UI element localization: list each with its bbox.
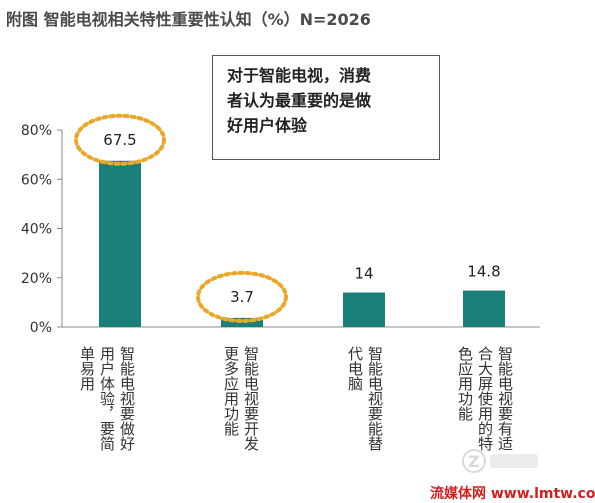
data-label: 67.5: [103, 131, 136, 149]
bar: [343, 292, 385, 327]
category-label-line: 智能电视要有适: [496, 346, 514, 451]
y-tick-label: 60%: [21, 172, 52, 188]
y-tick-label: 0%: [30, 320, 52, 336]
data-label: 14: [354, 265, 373, 283]
category-label-line: 智能电视要能替: [366, 346, 384, 451]
svg-text:Z: Z: [468, 452, 480, 471]
category-label-line: 用户体验，要简: [98, 346, 116, 451]
site-logo-watermark: Z: [462, 449, 538, 473]
category-label-line: 单易用: [78, 346, 96, 391]
highlight-ellipse: [74, 113, 166, 166]
bar: [221, 317, 263, 327]
data-label: 3.7: [230, 288, 254, 306]
category-label-line: 智能电视要开发: [242, 346, 260, 451]
bar: [463, 290, 505, 327]
category-label-apps: 智能电视要开发 更多应用功能: [222, 346, 260, 496]
chart-title: 附图 智能电视相关特性重要性认知（%）N=2026: [6, 10, 371, 29]
highlight-ellipse: [196, 270, 288, 323]
callout-line: 者认为最重要的是做: [227, 90, 372, 110]
y-tick-label: 80%: [21, 123, 52, 139]
bar: [99, 160, 141, 327]
category-label-pc: 智能电视要能替 代电脑: [346, 346, 384, 496]
data-label: 14.8: [467, 263, 500, 281]
watermark-text: 流媒体网 www.lmtw.com: [430, 486, 595, 502]
category-label-line: 更多应用功能: [222, 346, 240, 436]
callout-line: 好用户体验: [227, 115, 308, 135]
y-tick-label: 20%: [21, 271, 52, 287]
callout-line: 对于智能电视，消费: [227, 66, 372, 85]
category-label-ux: 智能电视要做好 用户体验，要简 单易用: [78, 346, 136, 496]
category-label-line: 合大屏使用的特: [476, 346, 494, 451]
y-tick-label: 40%: [21, 222, 52, 238]
callout-box: 对于智能电视，消费 者认为最重要的是做 好用户体验: [212, 55, 440, 160]
category-label-line: 色应用功能: [456, 346, 474, 421]
category-label-bigscreen: 智能电视要有适 合大屏使用的特 色应用功能: [456, 346, 514, 496]
category-label-line: 代电脑: [346, 346, 364, 391]
category-label-line: 智能电视要做好: [118, 346, 136, 451]
